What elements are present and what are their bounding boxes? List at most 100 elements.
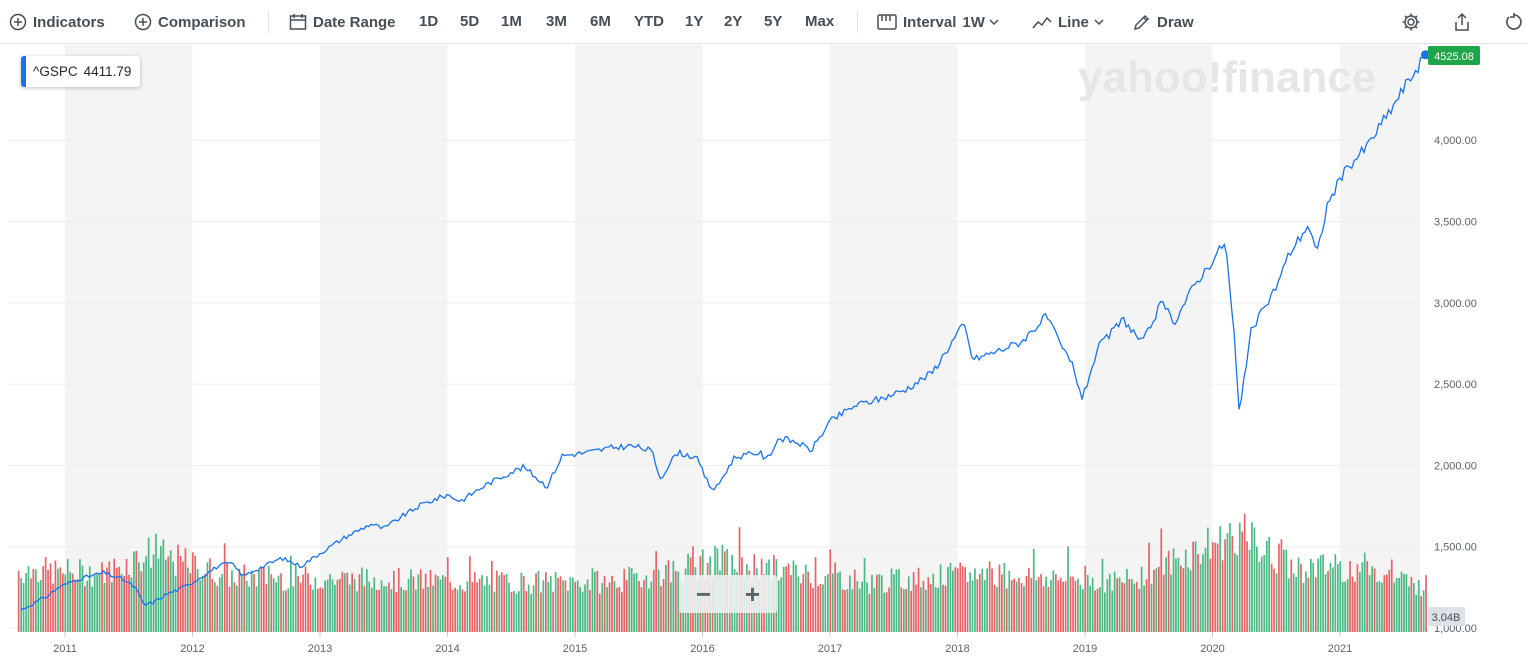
volume-bar — [912, 572, 915, 632]
chart-type-button[interactable]: Line — [1032, 0, 1104, 44]
volume-bar — [868, 593, 871, 632]
reset-button[interactable] — [1505, 0, 1523, 44]
volume-bar — [1283, 549, 1285, 632]
share-button[interactable] — [1453, 0, 1471, 44]
volume-bar — [299, 582, 302, 632]
volume-bar — [444, 576, 447, 632]
volume-bar — [57, 568, 59, 632]
volume-bar — [1224, 539, 1226, 632]
volume-bar — [1395, 578, 1398, 632]
volume-bar — [880, 575, 883, 632]
date-range-button[interactable]: Date Range — [289, 0, 396, 44]
range-max-button[interactable]: Max — [805, 13, 835, 30]
range-5d-button[interactable]: 5D — [460, 13, 480, 30]
volume-bar — [966, 582, 969, 632]
volume-bar — [429, 570, 432, 632]
range-6m-button[interactable]: 6M — [590, 13, 611, 30]
volume-bar — [42, 566, 44, 632]
volume-bar — [388, 582, 390, 632]
volume-bar — [106, 567, 108, 632]
volume-bar — [1035, 580, 1038, 632]
volume-bar — [532, 585, 535, 632]
zoom-out-button[interactable]: − — [695, 578, 712, 609]
volume-bar — [47, 569, 49, 632]
range-ytd-button[interactable]: YTD — [634, 13, 664, 30]
volume-bar — [459, 585, 461, 632]
volume-bar — [280, 573, 282, 632]
volume-bar — [140, 571, 143, 632]
volume-bar — [201, 575, 204, 632]
volume-bar — [1160, 528, 1163, 632]
volume-bar — [471, 581, 474, 632]
volume-bar — [231, 570, 233, 632]
interval-button[interactable]: Interval 1W — [877, 0, 999, 44]
volume-bar — [39, 580, 42, 632]
zoom-in-button[interactable]: + — [744, 578, 761, 609]
volume-bar — [974, 568, 976, 632]
volume-bar — [858, 588, 861, 632]
range-2y-button[interactable]: 2Y — [724, 13, 743, 30]
volume-bar — [1378, 581, 1381, 632]
volume-bar — [952, 570, 954, 632]
comparison-button[interactable]: Comparison — [134, 0, 246, 44]
volume-bar — [449, 582, 452, 632]
volume-bar — [481, 575, 483, 632]
volume-bar — [155, 533, 157, 632]
volume-bar — [179, 556, 182, 632]
volume-bar — [358, 574, 361, 632]
line-chart-icon — [1032, 14, 1052, 30]
range-1y-button[interactable]: 1Y — [685, 13, 704, 30]
volume-bar — [986, 568, 988, 632]
volume-bar — [1268, 536, 1270, 632]
volume-bar — [1248, 549, 1251, 632]
volume-bar — [1113, 571, 1116, 632]
volume-bar — [1199, 564, 1202, 632]
volume-bar — [1302, 582, 1305, 632]
volume-bar — [1226, 533, 1229, 632]
volume-bar — [1417, 579, 1420, 632]
y-tick-label: 3,000.00 — [1434, 298, 1477, 310]
volume-bar — [1015, 581, 1018, 632]
volume-bar — [417, 574, 420, 632]
volume-bar — [272, 578, 275, 632]
volume-bar — [1106, 579, 1109, 632]
volume-bar — [1187, 567, 1190, 632]
volume-bar — [486, 576, 488, 632]
volume-bar — [1042, 586, 1045, 632]
settings-button[interactable] — [1401, 0, 1421, 44]
volume-bar — [1030, 578, 1033, 632]
volume-bar — [621, 592, 623, 632]
volume-bar — [182, 561, 184, 632]
volume-bar — [169, 550, 172, 632]
volume-bar — [623, 568, 626, 632]
symbol-label[interactable]: ^GSPC 4411.79 — [21, 56, 141, 87]
volume-bar — [635, 573, 638, 632]
range-1d-button[interactable]: 1D — [419, 13, 439, 30]
volume-bar — [422, 588, 425, 632]
volume-bar — [1285, 549, 1288, 632]
range-3m-button[interactable]: 3M — [546, 13, 567, 30]
volume-bar — [1354, 581, 1356, 632]
volume-bar — [863, 557, 866, 632]
volume-bar — [510, 591, 513, 632]
volume-bar — [461, 589, 464, 632]
volume-bar — [1359, 572, 1361, 632]
volume-bar — [557, 578, 559, 632]
volume-bar — [22, 582, 25, 632]
volume-bar — [785, 566, 787, 632]
volume-bar — [44, 557, 47, 632]
volume-bar — [562, 580, 564, 632]
draw-button[interactable]: Draw — [1133, 0, 1194, 44]
volume-bar — [138, 562, 140, 632]
volume-bar — [1131, 579, 1133, 632]
volume-bar — [206, 562, 209, 632]
x-axis: 2011 2012 2013 2014 2015 2016 2017 2018 2019 2020… — [53, 632, 1352, 655]
volume-bar — [1273, 568, 1275, 632]
volume-bar — [250, 570, 253, 632]
range-1m-button[interactable]: 1M — [501, 13, 522, 30]
range-5y-button[interactable]: 5Y — [764, 13, 783, 30]
volume-bar — [572, 577, 574, 632]
volume-bar — [32, 568, 35, 632]
indicators-button[interactable]: Indicators — [9, 0, 105, 44]
volume-bar — [549, 576, 552, 632]
